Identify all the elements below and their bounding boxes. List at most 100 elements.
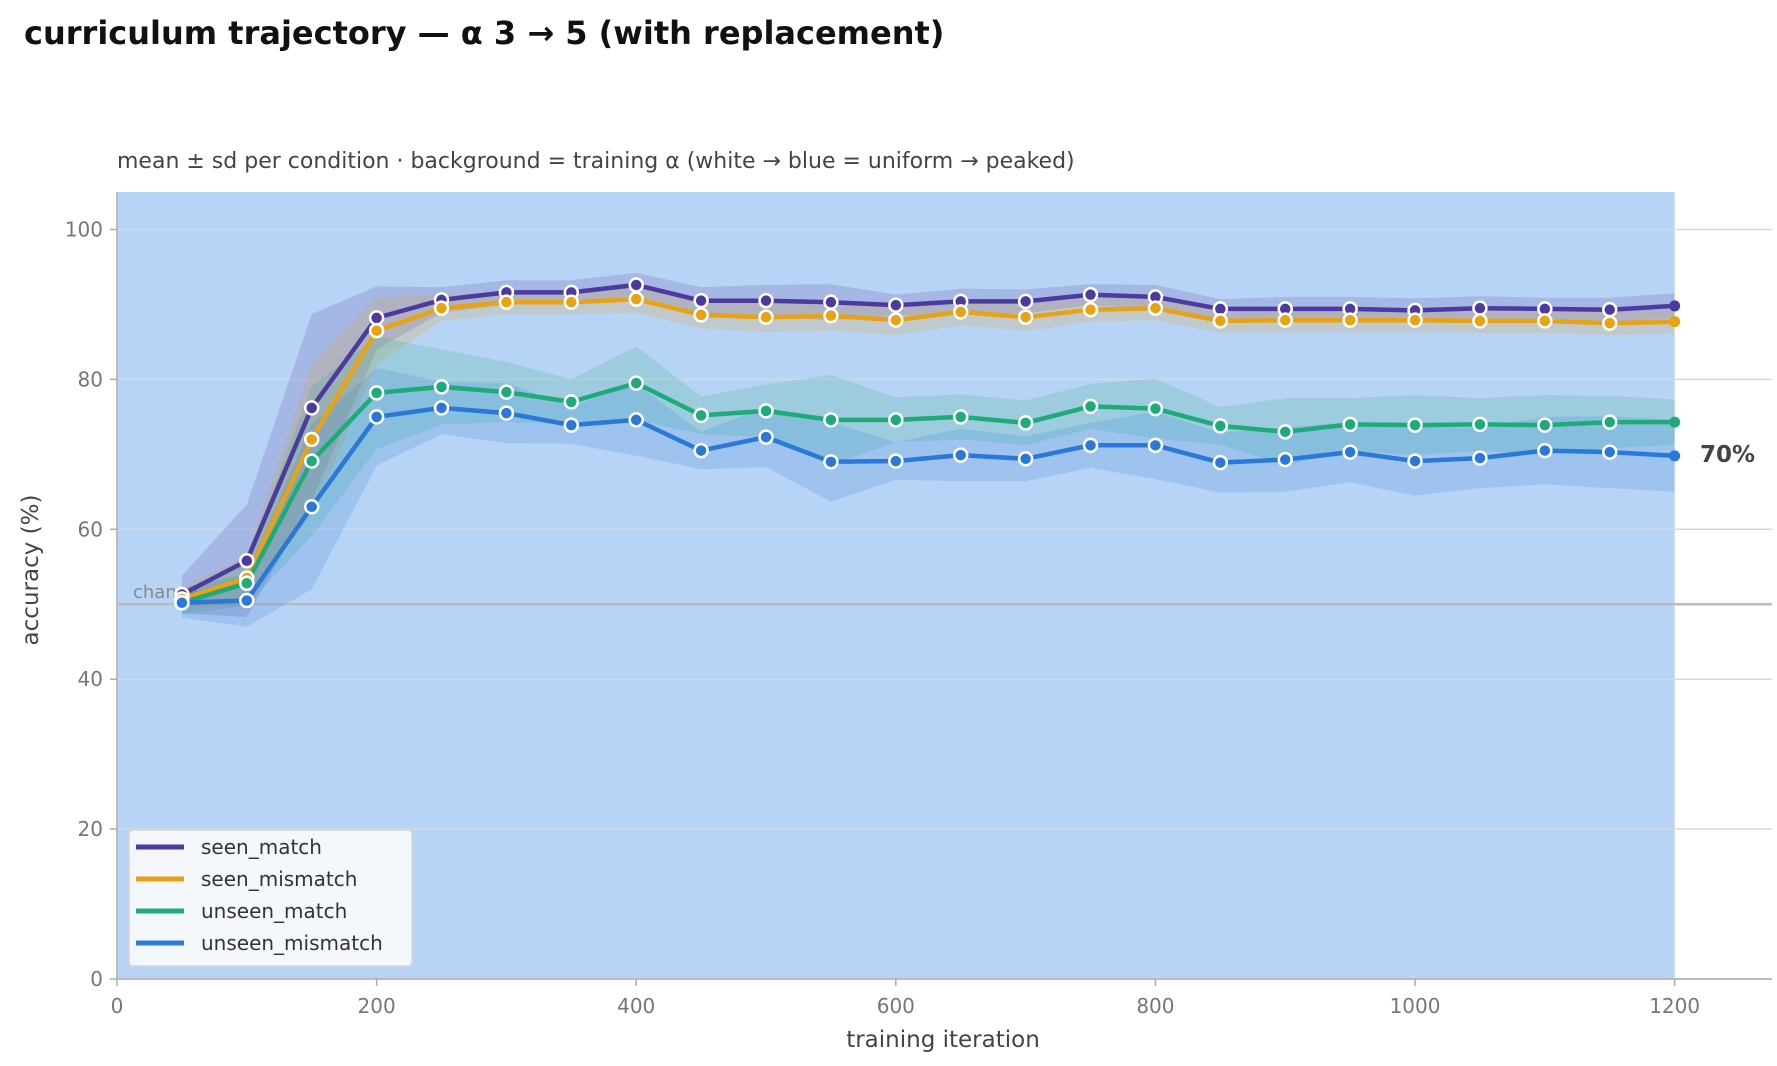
tick-labels: 0 200 400 600 800 1000 1200 0 20 40 60 80 100 xyxy=(65,217,1700,1018)
data-point-unseen_mismatch xyxy=(952,447,969,463)
data-point-unseen_mismatch xyxy=(433,400,450,416)
series-line-unseen_mismatch xyxy=(179,405,1677,605)
data-point-unseen_mismatch xyxy=(239,592,255,609)
data-point-unseen_match xyxy=(433,379,450,395)
legend-label-unseen_match: unseen_match xyxy=(201,899,347,923)
data-point-unseen_mismatch xyxy=(1537,442,1553,459)
data-point-seen_mismatch xyxy=(888,312,904,328)
data-point-seen_mismatch xyxy=(1601,315,1618,331)
data-point-unseen_match xyxy=(1342,416,1358,433)
data-point-seen_mismatch xyxy=(1017,309,1034,325)
data-point-unseen_match xyxy=(823,412,839,428)
x-tick-label: 200 xyxy=(358,994,396,1018)
data-point-unseen_match xyxy=(693,407,709,424)
data-point-seen_mismatch xyxy=(1147,300,1164,316)
data-point-unseen_match xyxy=(1017,415,1034,431)
data-point-unseen_mismatch xyxy=(758,429,774,445)
data-point-unseen_match xyxy=(1601,414,1618,430)
data-point-seen_match xyxy=(1669,300,1681,312)
data-point-seen_mismatch xyxy=(1537,313,1553,329)
data-point-seen_match xyxy=(239,553,255,569)
data-point-unseen_match xyxy=(628,375,644,391)
y-tick-label: 60 xyxy=(78,517,103,541)
y-axis-label: accuracy (%) xyxy=(18,495,44,646)
data-point-seen_match xyxy=(628,277,644,293)
data-point-seen_match xyxy=(1472,300,1488,316)
data-point-unseen_match xyxy=(1537,417,1553,433)
data-point-seen_match xyxy=(758,292,774,309)
data-point-unseen_match xyxy=(239,575,255,592)
data-point-seen_match xyxy=(1017,293,1034,310)
y-tick-label: 80 xyxy=(78,367,103,391)
data-point-unseen_mismatch xyxy=(888,453,904,469)
data-point-unseen_mismatch xyxy=(1669,450,1681,462)
data-point-seen_mismatch xyxy=(433,300,450,316)
data-point-seen_match xyxy=(303,400,320,416)
data-point-unseen_mismatch xyxy=(1147,437,1164,454)
end-value-label: 70% xyxy=(1700,442,1755,468)
data-point-unseen_mismatch xyxy=(303,499,320,515)
data-point-unseen_mismatch xyxy=(174,594,190,611)
chart-title: curriculum trajectory — α 3 → 5 (with re… xyxy=(24,14,945,52)
data-point-unseen_mismatch xyxy=(1082,437,1099,454)
data-point-seen_mismatch xyxy=(1669,316,1681,328)
data-point-unseen_mismatch xyxy=(563,417,580,433)
data-point-unseen_mismatch xyxy=(1342,444,1358,460)
data-point-unseen_mismatch xyxy=(1601,444,1618,460)
data-point-unseen_match xyxy=(498,384,515,400)
x-tick-label: 1000 xyxy=(1390,994,1441,1018)
data-point-unseen_mismatch xyxy=(1212,454,1229,471)
legend-label-seen_mismatch: seen_mismatch xyxy=(201,867,357,891)
data-point-seen_match xyxy=(823,294,839,310)
data-point-unseen_match xyxy=(888,412,904,428)
series-line-unseen_match xyxy=(179,380,1677,605)
data-point-unseen_mismatch xyxy=(1017,451,1034,467)
data-point-unseen_match xyxy=(303,453,320,469)
data-point-unseen_match xyxy=(1407,417,1423,433)
data-point-unseen_mismatch xyxy=(1472,450,1488,466)
gridlines xyxy=(117,228,1772,830)
data-point-unseen_match xyxy=(1472,416,1488,433)
x-tick-label: 800 xyxy=(1136,994,1174,1018)
sd-band-unseen_match xyxy=(181,336,1675,614)
x-tick-label: 0 xyxy=(111,994,124,1018)
data-point-seen_mismatch xyxy=(563,294,580,310)
data-point-unseen_mismatch xyxy=(498,405,515,421)
data-point-seen_mismatch xyxy=(1277,312,1293,328)
x-tick-label: 400 xyxy=(617,994,655,1018)
data-point-unseen_mismatch xyxy=(823,454,839,470)
series-lines xyxy=(179,282,1677,605)
data-point-seen_mismatch xyxy=(758,309,774,325)
series-points xyxy=(174,277,1681,611)
data-point-unseen_mismatch xyxy=(693,442,709,459)
data-point-seen_mismatch xyxy=(1212,313,1229,329)
data-point-unseen_match xyxy=(1277,424,1293,440)
y-tick-label: 20 xyxy=(78,817,103,841)
data-point-unseen_match xyxy=(368,385,385,401)
y-tick-label: 0 xyxy=(90,967,103,991)
data-point-unseen_match xyxy=(563,394,580,410)
x-tick-label: 600 xyxy=(877,994,915,1018)
data-point-seen_mismatch xyxy=(628,291,644,307)
data-point-unseen_match xyxy=(952,409,969,425)
series-line-seen_match xyxy=(179,282,1677,597)
data-point-unseen_match xyxy=(1082,398,1099,415)
data-point-seen_match xyxy=(1082,286,1099,303)
chart-subtitle: mean ± sd per condition · background = t… xyxy=(117,149,1075,174)
y-tick-label: 100 xyxy=(65,217,103,241)
data-point-seen_mismatch xyxy=(368,322,385,339)
data-point-unseen_match xyxy=(758,403,774,419)
data-point-seen_mismatch xyxy=(1472,313,1488,329)
series-line-seen_mismatch xyxy=(179,296,1677,602)
data-point-unseen_mismatch xyxy=(1407,453,1423,469)
data-point-seen_mismatch xyxy=(498,294,515,310)
data-point-seen_match xyxy=(888,297,904,313)
legend-box xyxy=(128,829,413,967)
data-point-unseen_mismatch xyxy=(628,412,644,428)
data-point-seen_mismatch xyxy=(1407,312,1423,328)
data-point-seen_mismatch xyxy=(1082,301,1099,318)
data-point-unseen_match xyxy=(1669,416,1681,428)
legend: seen_match seen_mismatch unseen_matchunsee… xyxy=(128,829,413,967)
data-point-unseen_mismatch xyxy=(1277,451,1293,468)
